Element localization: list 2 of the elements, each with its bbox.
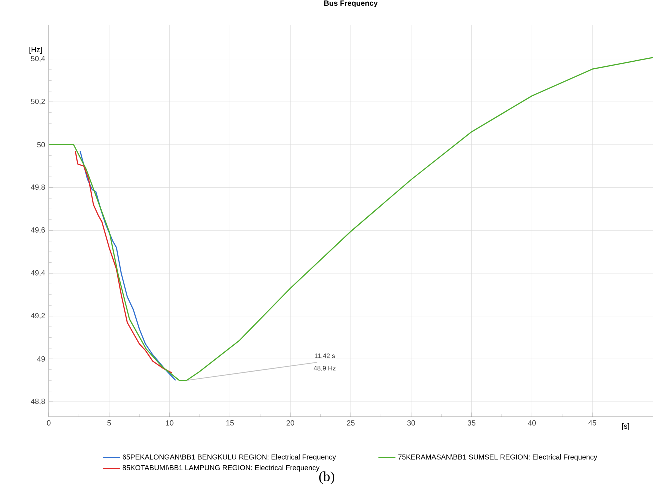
text: (b) <box>319 472 335 484</box>
line-series <box>49 57 654 382</box>
